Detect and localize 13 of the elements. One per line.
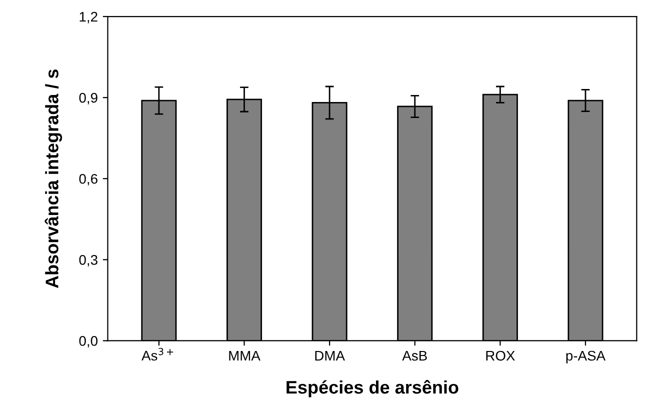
y-tick-label: 0,6 [79,174,98,186]
y-tick-label: 0,0 [79,336,98,348]
x-tick-label: As$^{3+}$ [142,348,174,361]
x-tick-label: p-ASA [566,350,606,364]
y-axis-title: Absorvância integrada / s [44,69,62,288]
x-tick-label: AsB [402,350,427,361]
x-tick-label: ROX [486,350,515,361]
x-axis-title: Espécies de arsênio [286,380,458,398]
x-tick-label: MMA [229,350,260,361]
y-tick-label: 0,3 [79,255,98,266]
x-tick-label: DMA [315,350,345,361]
y-tick-label: 0,9 [79,92,98,104]
y-tick-label: 1,2 [80,12,98,24]
